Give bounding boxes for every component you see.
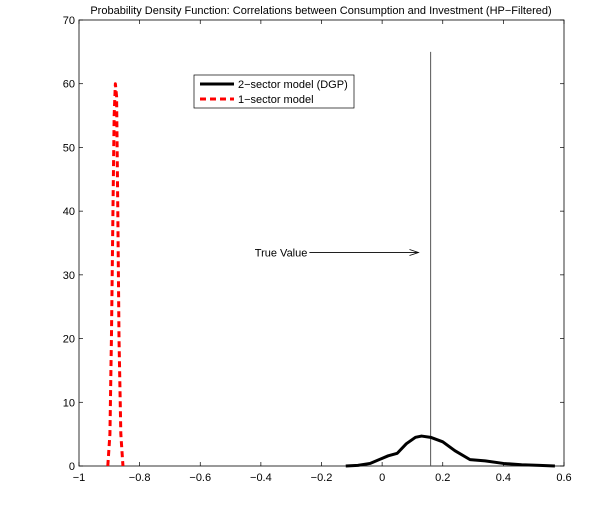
- y-tick-label: 70: [63, 15, 75, 27]
- x-tick-label: −0.4: [250, 472, 272, 484]
- y-tick-label: 10: [63, 397, 75, 409]
- true-value-label: True Value: [255, 248, 308, 260]
- x-tick-label: 0.2: [435, 472, 450, 484]
- x-tick-label: 0.4: [496, 472, 511, 484]
- y-tick-label: 0: [69, 461, 75, 473]
- x-tick-label: −0.8: [129, 472, 151, 484]
- y-tick-label: 50: [63, 142, 75, 154]
- x-tick-label: −0.6: [189, 472, 211, 484]
- annotation-arrow-head: [409, 249, 420, 256]
- x-tick-label: −1: [73, 472, 86, 484]
- x-tick-label: 0: [379, 472, 385, 484]
- y-tick-label: 20: [63, 334, 75, 346]
- series-2-sector-line: [345, 434, 555, 468]
- y-tick-label: 30: [63, 270, 75, 282]
- x-tick-label: −0.2: [311, 472, 333, 484]
- y-tick-label: 40: [63, 206, 75, 218]
- x-tick-label: 0.6: [556, 472, 571, 484]
- legend: 2−sector model (DGP) 1−sector model: [193, 74, 355, 109]
- series-1-sector-line: [106, 82, 125, 467]
- chart-title: Probability Density Function: Correlatio…: [90, 5, 551, 17]
- y-tick-label: 60: [63, 79, 75, 91]
- legend-label-2-sector: 2−sector model (DGP): [238, 79, 348, 91]
- legend-label-1-sector: 1−sector model: [238, 94, 314, 106]
- legend-box: [193, 74, 355, 109]
